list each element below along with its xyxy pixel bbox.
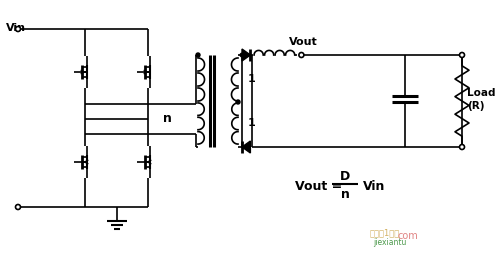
Text: Vout =: Vout = bbox=[295, 180, 346, 194]
Circle shape bbox=[16, 205, 20, 209]
Text: n: n bbox=[340, 188, 349, 200]
Circle shape bbox=[460, 144, 464, 150]
Text: (R): (R) bbox=[467, 101, 484, 111]
Polygon shape bbox=[242, 49, 250, 61]
Text: com: com bbox=[398, 231, 418, 241]
Text: n: n bbox=[162, 113, 172, 125]
Circle shape bbox=[240, 53, 244, 57]
Polygon shape bbox=[242, 141, 250, 153]
Text: 1: 1 bbox=[248, 75, 256, 85]
Text: Vout: Vout bbox=[289, 37, 318, 47]
Text: Vin: Vin bbox=[363, 180, 386, 194]
Circle shape bbox=[460, 52, 464, 58]
Text: jiexiantu: jiexiantu bbox=[374, 238, 406, 247]
Text: D: D bbox=[340, 170, 350, 183]
Circle shape bbox=[16, 26, 20, 32]
Circle shape bbox=[196, 53, 200, 57]
Text: 1: 1 bbox=[248, 118, 256, 128]
Text: Vin: Vin bbox=[6, 23, 26, 33]
Circle shape bbox=[236, 100, 240, 104]
Circle shape bbox=[299, 52, 304, 58]
Text: Load: Load bbox=[467, 88, 496, 98]
Text: 电路图1化化: 电路图1化化 bbox=[370, 228, 400, 237]
